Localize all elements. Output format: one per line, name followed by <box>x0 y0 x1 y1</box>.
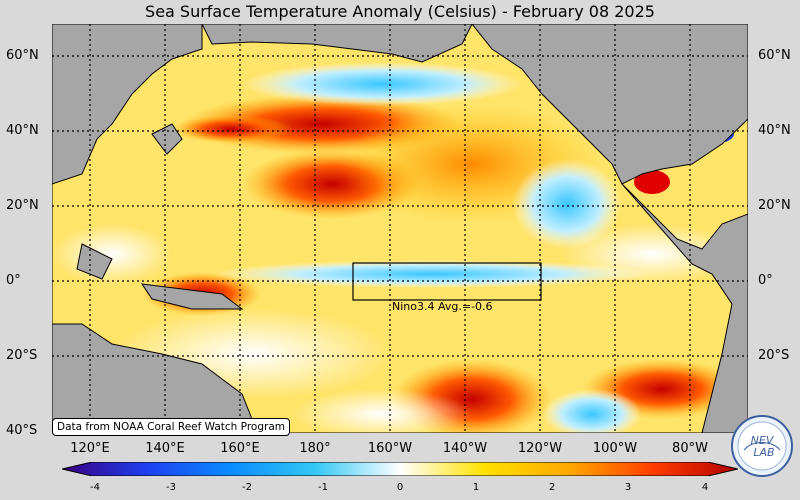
lon-label: 160°E <box>220 441 260 456</box>
lat-label-left: 0° <box>6 273 21 288</box>
new-guinea-island <box>140 283 244 310</box>
australia-landmass <box>52 323 253 433</box>
svg-text:NEV: NEV <box>751 434 775 447</box>
colorbar-tick: 3 <box>624 482 632 493</box>
colorbar-tick: 4 <box>701 482 709 493</box>
lat-label-right: 40°N <box>758 123 791 138</box>
graticule <box>52 24 748 433</box>
colorbar-tick: -4 <box>90 482 100 493</box>
colorbar <box>62 462 738 476</box>
lon-label: 120°E <box>70 441 110 456</box>
sst-anomaly-map <box>52 24 748 433</box>
colorbar-tick: 1 <box>472 482 480 493</box>
lon-label: 180° <box>299 441 331 456</box>
lon-label: 140°W <box>442 441 488 456</box>
japan-island <box>151 123 183 155</box>
nino34-box <box>352 262 542 301</box>
lat-label-right: 20°N <box>758 198 791 213</box>
lat-label-left: 20°S <box>6 348 38 363</box>
map-canvas <box>52 24 748 433</box>
map-title: Sea Surface Temperature Anomaly (Celsius… <box>145 2 655 21</box>
lat-label-left: 40°N <box>6 123 39 138</box>
central-south-america-landmass <box>621 183 748 433</box>
lat-label-left: 40°S <box>6 423 38 438</box>
colorbar-tick: -2 <box>242 482 252 493</box>
lat-label-left: 20°N <box>6 198 39 213</box>
nino34-label: Nino3.4 Avg.=-0.6 <box>392 300 493 313</box>
lat-label-left: 60°N <box>6 48 39 63</box>
lat-label-right: 0° <box>758 273 773 288</box>
lon-label: 160°W <box>367 441 413 456</box>
lon-label: 120°W <box>517 441 563 456</box>
data-credit: Data from NOAA Coral Reef Watch Program <box>52 418 290 436</box>
borneo-island <box>76 243 113 280</box>
svg-text:LAB: LAB <box>753 446 774 459</box>
colorbar-tick: 0 <box>396 482 404 493</box>
warm-patch-gulf <box>634 170 670 194</box>
lat-label-right: 20°S <box>758 348 790 363</box>
lat-label-right: 60°N <box>758 48 791 63</box>
colorbar-tick: 2 <box>548 482 556 493</box>
lon-label: 80°W <box>672 441 708 456</box>
bering-region <box>201 24 473 63</box>
colorbar-tick: -3 <box>166 482 176 493</box>
lon-label: 140°E <box>145 441 185 456</box>
nevlab-logo-icon: NEV LAB <box>731 415 793 477</box>
colorbar-tick: -1 <box>318 482 328 493</box>
lon-label: 100°W <box>592 441 638 456</box>
